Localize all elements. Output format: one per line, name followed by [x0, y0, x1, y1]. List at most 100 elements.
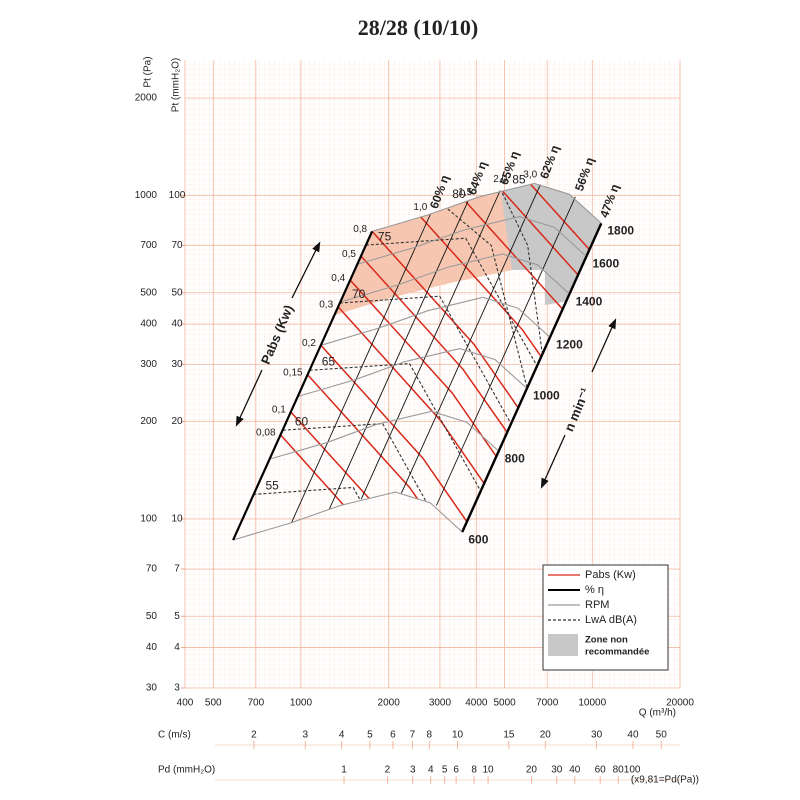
scale-label: Pd (mmH₂O)	[158, 765, 215, 776]
curve	[365, 237, 542, 374]
curve	[269, 410, 500, 460]
scale-tick-label: 10	[483, 765, 495, 776]
scale-tick-label: 20	[540, 730, 552, 741]
power-label: 0,5	[342, 249, 356, 260]
recommended-zone	[335, 183, 512, 315]
x-tick-label: 700	[247, 698, 264, 709]
curve	[253, 486, 430, 541]
curve	[328, 200, 469, 510]
arrow	[591, 318, 617, 373]
legend-swatch	[548, 634, 578, 656]
power-label: 1,0	[413, 202, 427, 213]
curve	[499, 188, 548, 391]
noise-label: 85	[512, 173, 526, 187]
scale-tick-label: 8	[427, 730, 433, 741]
frame-edge	[461, 222, 603, 533]
curve	[297, 348, 528, 398]
scale-tick-label: 30	[551, 765, 563, 776]
curve	[232, 491, 463, 541]
scale-tick-label: 100	[624, 765, 641, 776]
scale-tick-label: 30	[591, 730, 603, 741]
legend-label: LwA dB(A)	[585, 614, 637, 626]
arrow	[540, 434, 566, 489]
y-tick-label: 300	[140, 359, 157, 370]
rpm-label: 1600	[592, 257, 619, 271]
x-tick-label: 10000	[578, 698, 606, 709]
scale-tick-label: 60	[595, 765, 607, 776]
power-label: 2,0	[493, 174, 507, 185]
scale-tick-label: 80	[613, 765, 625, 776]
scale-tick-label: 15	[503, 730, 515, 741]
rpm-label: 1200	[556, 338, 583, 352]
y2-tick-label: 50	[171, 287, 183, 298]
legend-label: recommandée	[585, 647, 649, 658]
power-label: 0,08	[256, 427, 276, 438]
power-label: 0,4	[331, 273, 345, 284]
x-tick-label: 3000	[429, 698, 452, 709]
y2-tick-label: 10	[171, 513, 183, 524]
scale-tick-label: 20	[526, 765, 538, 776]
noise-label: 80	[452, 187, 466, 201]
scale-tick-label: 3	[410, 765, 416, 776]
noise-label: 70	[352, 287, 366, 301]
curve	[435, 196, 576, 506]
scale-tick-label: 40	[627, 730, 639, 741]
noise-label: 55	[265, 479, 279, 493]
y-tick-label: 700	[140, 240, 157, 251]
noise-label: 75	[378, 229, 392, 243]
rpm-label: 600	[468, 532, 488, 546]
scale-label: C (m/s)	[158, 730, 191, 741]
x-tick-label: 400	[177, 698, 194, 709]
curve	[339, 295, 516, 432]
y2-tick-label: 100	[169, 190, 186, 201]
curve	[371, 182, 602, 232]
y2-tick-label: 3	[174, 683, 180, 694]
power-label: 1,5	[458, 187, 472, 198]
y-tick-label: 40	[146, 642, 158, 653]
y-tick-label: 50	[146, 611, 158, 622]
curve	[320, 296, 551, 346]
scale-tick-label: 2	[385, 765, 391, 776]
scale-tick-label: 6	[453, 765, 459, 776]
rpm-label: 800	[505, 451, 525, 465]
legend-label: Zone non	[585, 635, 628, 646]
x-tick-label: 5000	[493, 698, 516, 709]
curve	[357, 216, 587, 265]
y-tick-label: 1000	[135, 190, 158, 201]
scale-tick-label: 10	[452, 730, 464, 741]
rpm-label: 1000	[533, 389, 560, 403]
curve	[340, 253, 570, 303]
scale-tick-label: 5	[367, 730, 373, 741]
power-label: 0,8	[353, 224, 367, 235]
power-label: 3,0	[523, 170, 537, 181]
chart-title: 28/28 (10/10)	[358, 15, 478, 40]
x-tick-label: 4000	[465, 698, 488, 709]
arrow	[235, 369, 263, 427]
x-tick-label: 20000	[666, 698, 694, 709]
scale-tick-label: 50	[656, 730, 668, 741]
power-label: 0,3	[319, 300, 333, 311]
scale-tick-label: 2	[251, 730, 257, 741]
scale-tick-label: 6	[390, 730, 396, 741]
legend-label: Pabs (Kw)	[585, 569, 636, 581]
x-tick-label: 1000	[290, 698, 313, 709]
rpm-label: 1400	[576, 294, 603, 308]
rpm-label: 1800	[607, 224, 634, 238]
curve	[290, 214, 431, 524]
y-axis-label: Pt (Pa)	[143, 56, 154, 87]
y2-tick-label: 5	[174, 611, 180, 622]
y2-tick-label: 70	[171, 240, 183, 251]
x-tick-label: 500	[205, 698, 222, 709]
legend: Pabs (Kw) % η RPM LwA dB(A) Zone nonrecomman…	[542, 564, 669, 671]
x-axis-label: Q (m³/h)	[639, 708, 676, 719]
noise-label: 65	[322, 354, 336, 368]
noise-label: 60	[295, 414, 309, 428]
scale-tick-label: 40	[569, 765, 581, 776]
scale-tick-label: 5	[442, 765, 448, 776]
legend-label: RPM	[585, 599, 609, 611]
scale-tick-label: 8	[471, 765, 477, 776]
y2-tick-label: 20	[171, 416, 183, 427]
arrow	[291, 241, 321, 299]
y-tick-label: 100	[140, 513, 157, 524]
